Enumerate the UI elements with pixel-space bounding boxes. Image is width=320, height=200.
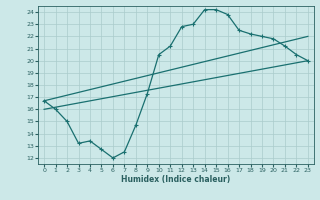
X-axis label: Humidex (Indice chaleur): Humidex (Indice chaleur) xyxy=(121,175,231,184)
